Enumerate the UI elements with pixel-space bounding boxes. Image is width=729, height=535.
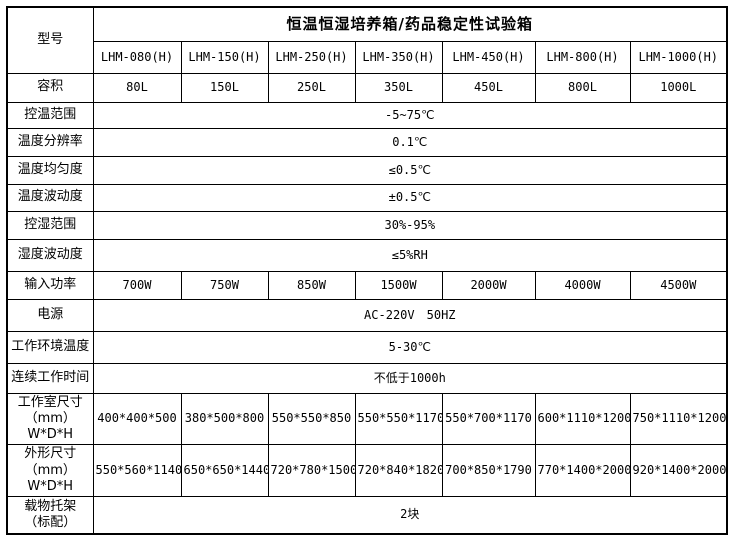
model-column-header: LHM-800(H) — [534, 40, 631, 74]
spec-cell: 350L — [354, 72, 443, 103]
spec-cell: 550*700*1170 — [441, 392, 536, 446]
row-label: 电源 — [6, 298, 94, 332]
table-row: 工作环境温度 5-30℃ — [6, 330, 728, 364]
spec-cell: 1500W — [354, 270, 443, 300]
spec-cell: 380*500*800 — [180, 392, 269, 446]
spec-cell: 750W — [180, 270, 269, 300]
spec-cell-merged: -5~75℃ — [92, 101, 728, 129]
row-label: 容积 — [6, 72, 94, 103]
table-row: 载物托架 （标配） 2块 — [6, 496, 728, 534]
spec-cell: 850W — [267, 270, 356, 300]
spec-cell: 800L — [534, 72, 631, 103]
spec-cell: 550*550*1170 — [354, 392, 443, 446]
table-row: 温度分辨率 0.1℃ — [6, 127, 728, 157]
spec-cell: 720*780*1500 — [267, 444, 356, 497]
spec-cell: 770*1400*2000 — [534, 444, 631, 497]
cell-line: 载物托架 — [24, 498, 77, 514]
spec-cell: 550*550*850 — [267, 392, 356, 446]
spec-cell: 750*1110*1200 — [629, 392, 728, 446]
spec-cell: 550*560*1140 — [92, 444, 182, 497]
row-label: 控温范围 — [6, 101, 94, 129]
table-row: 工作室尺寸 （mm）W*D*H 400*400*500 380*500*800 550*… — [6, 392, 728, 446]
table-row: 电源 AC-220V 50HZ — [6, 298, 728, 332]
table-row: 控温范围 -5~75℃ — [6, 101, 728, 129]
row-label: 工作环境温度 — [6, 330, 94, 364]
row-label-model: 型号 — [6, 6, 94, 74]
row-label: 湿度波动度 — [6, 238, 94, 272]
table-row: 温度波动度 ±0.5℃ — [6, 183, 728, 212]
spec-cell: 700W — [92, 270, 182, 300]
table-row: 型号 恒温恒湿培养箱/药品稳定性试验箱 — [6, 6, 728, 74]
spec-cell-merged: 0.1℃ — [92, 127, 728, 157]
spec-cell: 400*400*500 — [92, 392, 182, 446]
spec-cell: 4000W — [534, 270, 631, 300]
spec-cell-merged: ≤5%RH — [92, 238, 728, 272]
model-column-header: LHM-1000(H) — [629, 40, 728, 74]
spec-table-body: 型号 恒温恒湿培养箱/药品稳定性试验箱 LHM-080(H) LHM-150(H) LH… — [6, 6, 728, 534]
row-label: 连续工作时间 — [6, 362, 94, 394]
cell-line: （mm）W*D*H — [24, 462, 76, 494]
table-title: 恒温恒湿培养箱/药品稳定性试验箱 — [92, 6, 728, 42]
table-row: 控湿范围 30%-95% — [6, 210, 728, 240]
spec-cell: 450L — [441, 72, 536, 103]
row-label: 温度均匀度 — [6, 155, 94, 185]
model-column-header: LHM-080(H) — [92, 40, 182, 74]
cell-line: 外形尺寸 — [24, 446, 77, 462]
spec-cell: 920*1400*2000 — [629, 444, 728, 497]
spec-cell: 2000W — [441, 270, 536, 300]
table-row: 容积 80L 150L 250L 350L 450L 800L 1000L — [6, 72, 728, 103]
spec-cell: 80L — [92, 72, 182, 103]
row-label: 温度波动度 — [6, 183, 94, 212]
spec-cell: 700*850*1790 — [441, 444, 536, 497]
spec-cell-merged: 不低于1000h — [92, 362, 728, 394]
spec-cell-merged: ≤0.5℃ — [92, 155, 728, 185]
spec-cell: 1000L — [629, 72, 728, 103]
model-column-header: LHM-450(H) — [441, 40, 536, 74]
spec-cell: 600*1110*1200 — [534, 392, 631, 446]
model-column-header: LHM-250(H) — [267, 40, 356, 74]
table-row: LHM-080(H) LHM-150(H) LHM-250(H) LHM-350(H)… — [7, 40, 728, 74]
table-row: 湿度波动度 ≤5%RH — [6, 238, 728, 272]
spec-cell-merged: 5-30℃ — [92, 330, 728, 364]
spec-table: 型号 恒温恒湿培养箱/药品稳定性试验箱 LHM-080(H) LHM-150(H) LH… — [6, 6, 729, 535]
row-label: 控湿范围 — [6, 210, 94, 240]
row-label: 温度分辨率 — [6, 127, 94, 157]
model-column-header: LHM-150(H) — [180, 40, 269, 74]
spec-cell: 650*650*1440 — [180, 444, 269, 497]
spec-cell-merged: ±0.5℃ — [92, 183, 728, 212]
cell-line: （mm）W*D*H — [24, 410, 76, 442]
cell-line: 工作室尺寸 — [17, 394, 83, 410]
spec-cell: 150L — [180, 72, 269, 103]
spec-cell-merged: 30%-95% — [92, 210, 728, 240]
row-label: 输入功率 — [6, 270, 94, 300]
model-column-header: LHM-350(H) — [354, 40, 443, 74]
table-row: 温度均匀度 ≤0.5℃ — [6, 155, 728, 185]
table-row: 连续工作时间 不低于1000h — [6, 362, 728, 394]
spec-cell-merged: AC-220V 50HZ — [92, 298, 728, 332]
row-label: 载物托架 （标配） — [6, 496, 94, 534]
spec-cell: 720*840*1820 — [354, 444, 443, 497]
table-row: 外形尺寸 （mm）W*D*H 550*560*1140 650*650*1440 720… — [6, 444, 728, 497]
spec-cell: 250L — [267, 72, 356, 103]
cell-line: （标配） — [24, 514, 77, 530]
row-label: 外形尺寸 （mm）W*D*H — [6, 444, 94, 497]
table-row: 输入功率 700W 750W 850W 1500W 2000W 4000W 4500W — [6, 270, 728, 300]
spec-cell: 4500W — [629, 270, 728, 300]
spec-cell-merged: 2块 — [92, 496, 728, 534]
row-label: 工作室尺寸 （mm）W*D*H — [6, 392, 94, 446]
